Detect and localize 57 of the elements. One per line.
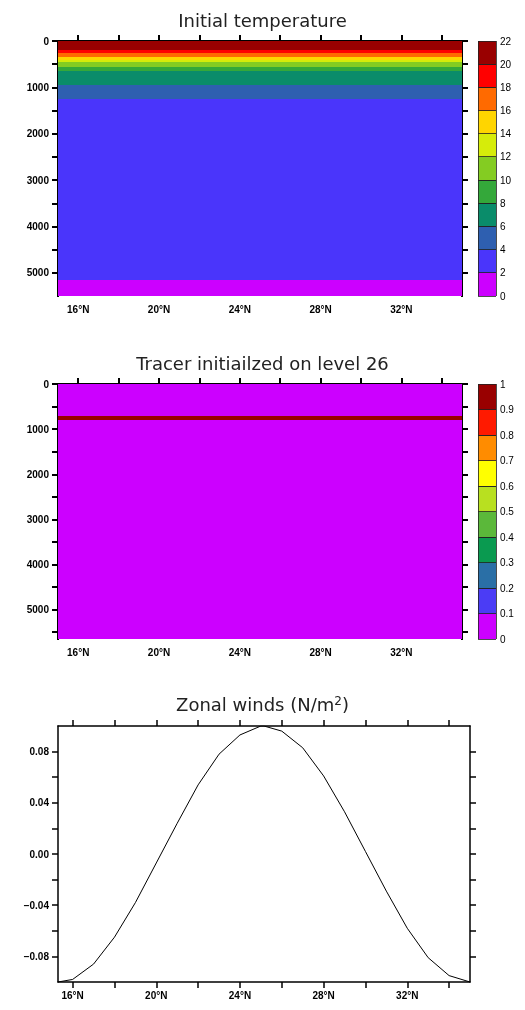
x-tick-label: 32°N xyxy=(390,646,413,658)
y-tick-label: −0.08 xyxy=(23,950,50,962)
x-tick-label: 32°N xyxy=(396,989,419,1001)
y-tick-label: 5000 xyxy=(26,267,50,279)
x-tick-label: 16°N xyxy=(61,989,84,1001)
x-tick-label: 28°N xyxy=(309,303,332,315)
y-tick-label: 3000 xyxy=(26,513,50,525)
color-bar-label: 0.4 xyxy=(500,531,515,543)
x-tick-label: 16°N xyxy=(67,303,90,315)
x-tick-label: 24°N xyxy=(228,646,251,658)
y-tick-label: 0.00 xyxy=(29,848,50,860)
y-tick-label: 0 xyxy=(43,378,50,390)
color-bar-label: 16 xyxy=(500,105,512,117)
chart-title: Tracer initiailzed on level 26 xyxy=(135,352,389,374)
x-tick-label: 20°N xyxy=(145,989,168,1001)
color-bar-label: 8 xyxy=(500,197,506,209)
color-bar-label: 2 xyxy=(500,267,506,279)
x-tick-label: 20°N xyxy=(147,303,171,315)
color-bar-label: 20 xyxy=(500,58,512,70)
y-tick-label: −0.04 xyxy=(23,899,50,911)
color-bar-label: 22 xyxy=(500,35,512,47)
color-bar-label: 0.8 xyxy=(500,429,515,441)
color-bar-label: 0.6 xyxy=(500,480,515,492)
color-bar-label: 1 xyxy=(500,378,506,390)
color-bar-label: 0 xyxy=(500,290,506,302)
y-tick-label: 1000 xyxy=(26,81,50,93)
y-tick-label: 0 xyxy=(43,35,50,47)
y-tick-label: 4000 xyxy=(26,220,50,232)
color-bar-label: 6 xyxy=(500,220,506,232)
color-bar-label: 0.5 xyxy=(500,506,515,517)
y-tick-label: 0.08 xyxy=(29,746,50,758)
x-tick-label: 28°N xyxy=(312,989,335,1001)
color-bar-label: 0.2 xyxy=(500,582,515,594)
color-bar-label: 0 xyxy=(500,633,506,645)
color-bar-label: 0.9 xyxy=(500,404,515,415)
color-bar-label: 10 xyxy=(500,174,512,186)
y-tick-label: 5000 xyxy=(26,604,50,616)
color-bar-label: 18 xyxy=(500,81,512,93)
x-tick-label: 24°N xyxy=(228,303,251,315)
y-tick-label: 0.04 xyxy=(29,797,50,809)
y-tick-label: 2000 xyxy=(26,128,50,140)
color-bar-label: 12 xyxy=(500,151,512,163)
y-tick-label: 1000 xyxy=(26,423,50,435)
y-tick-label: 2000 xyxy=(26,468,50,480)
y-tick-label: 4000 xyxy=(26,559,50,571)
color-bar-label: 0.7 xyxy=(500,455,515,466)
x-tick-label: 20°N xyxy=(147,646,171,658)
color-bar-label: 0.3 xyxy=(500,557,515,568)
y-tick-label: 3000 xyxy=(26,174,50,186)
color-bar-label: 14 xyxy=(500,128,512,140)
x-tick-label: 24°N xyxy=(228,989,252,1001)
color-bar-label: 4 xyxy=(500,244,506,256)
x-tick-label: 28°N xyxy=(309,646,332,658)
chart-title: Initial temperature xyxy=(178,9,347,31)
x-tick-label: 32°N xyxy=(390,303,413,315)
color-bar-label: 0.1 xyxy=(500,608,515,619)
x-tick-label: 16°N xyxy=(67,646,90,658)
